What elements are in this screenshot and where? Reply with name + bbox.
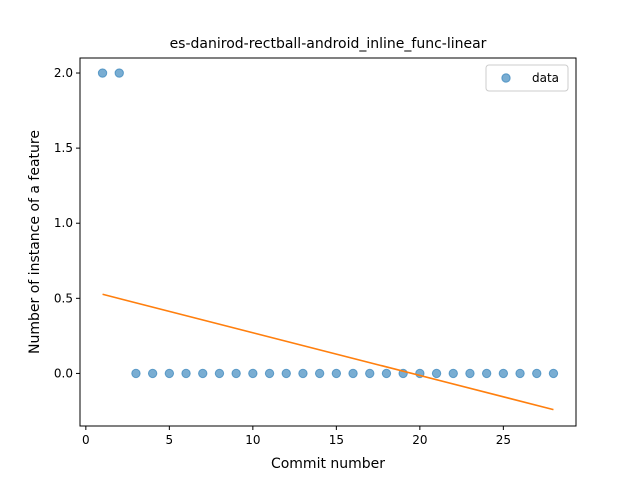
- data-point: [231, 368, 241, 379]
- legend-label: data: [532, 71, 559, 85]
- x-tick-label: 10: [245, 433, 260, 447]
- data-point: [264, 368, 275, 379]
- x-tick-label: 5: [166, 433, 174, 447]
- y-tick-label: 1.0: [54, 216, 73, 230]
- data-point: [548, 368, 559, 379]
- axes-frame: [79, 57, 577, 427]
- data-point: [114, 68, 124, 78]
- data-point: [147, 368, 158, 379]
- x-tick-label: 25: [496, 433, 511, 447]
- data-point: [97, 68, 108, 78]
- y-tick-label: 0.0: [54, 366, 73, 380]
- data-point: [181, 368, 191, 379]
- data-point: [515, 368, 525, 379]
- data-point: [281, 368, 291, 379]
- data-point: [532, 368, 542, 379]
- y-tick-label: 0.5: [54, 291, 73, 305]
- fit-line: [102, 293, 554, 411]
- data-point: [381, 368, 392, 379]
- y-tick-label: 1.5: [54, 141, 73, 155]
- data-point: [331, 368, 342, 379]
- data-point: [298, 368, 308, 379]
- data-point: [214, 368, 225, 379]
- data-point: [164, 368, 175, 379]
- data-point: [131, 368, 141, 379]
- data-point: [314, 368, 325, 379]
- chart-title: es-danirod-rectball-android_inline_func-…: [170, 36, 487, 52]
- plot-area: 0 5 10 15 20 25 0.0 0.5 1.0 1.5 2.0 data: [54, 57, 577, 447]
- legend-marker: [501, 73, 511, 83]
- data-point: [481, 368, 492, 379]
- y-axis-label: Number of instance of a feature: [27, 130, 43, 354]
- legend-box: [485, 64, 569, 92]
- data-point: [348, 368, 358, 379]
- data-point: [365, 368, 375, 379]
- data-point: [498, 368, 509, 379]
- data-point: [431, 368, 442, 379]
- data-point: [198, 368, 208, 379]
- x-tick-label: 20: [412, 433, 427, 447]
- data-point: [465, 368, 475, 379]
- x-axis-label: Commit number: [271, 456, 385, 472]
- x-tick-label: 15: [329, 433, 344, 447]
- data-point: [248, 368, 258, 379]
- y-tick-label: 2.0: [54, 66, 73, 80]
- x-tick-label: 0: [82, 433, 90, 447]
- data-point: [448, 368, 458, 379]
